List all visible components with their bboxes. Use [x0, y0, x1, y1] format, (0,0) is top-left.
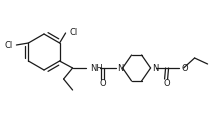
Text: O: O	[163, 79, 170, 88]
Text: N: N	[153, 64, 159, 73]
Text: O: O	[182, 64, 188, 73]
Text: N: N	[118, 64, 124, 73]
Text: O: O	[99, 79, 106, 88]
Text: Cl: Cl	[70, 28, 78, 37]
Text: Cl: Cl	[4, 41, 13, 50]
Text: NH: NH	[91, 64, 103, 73]
